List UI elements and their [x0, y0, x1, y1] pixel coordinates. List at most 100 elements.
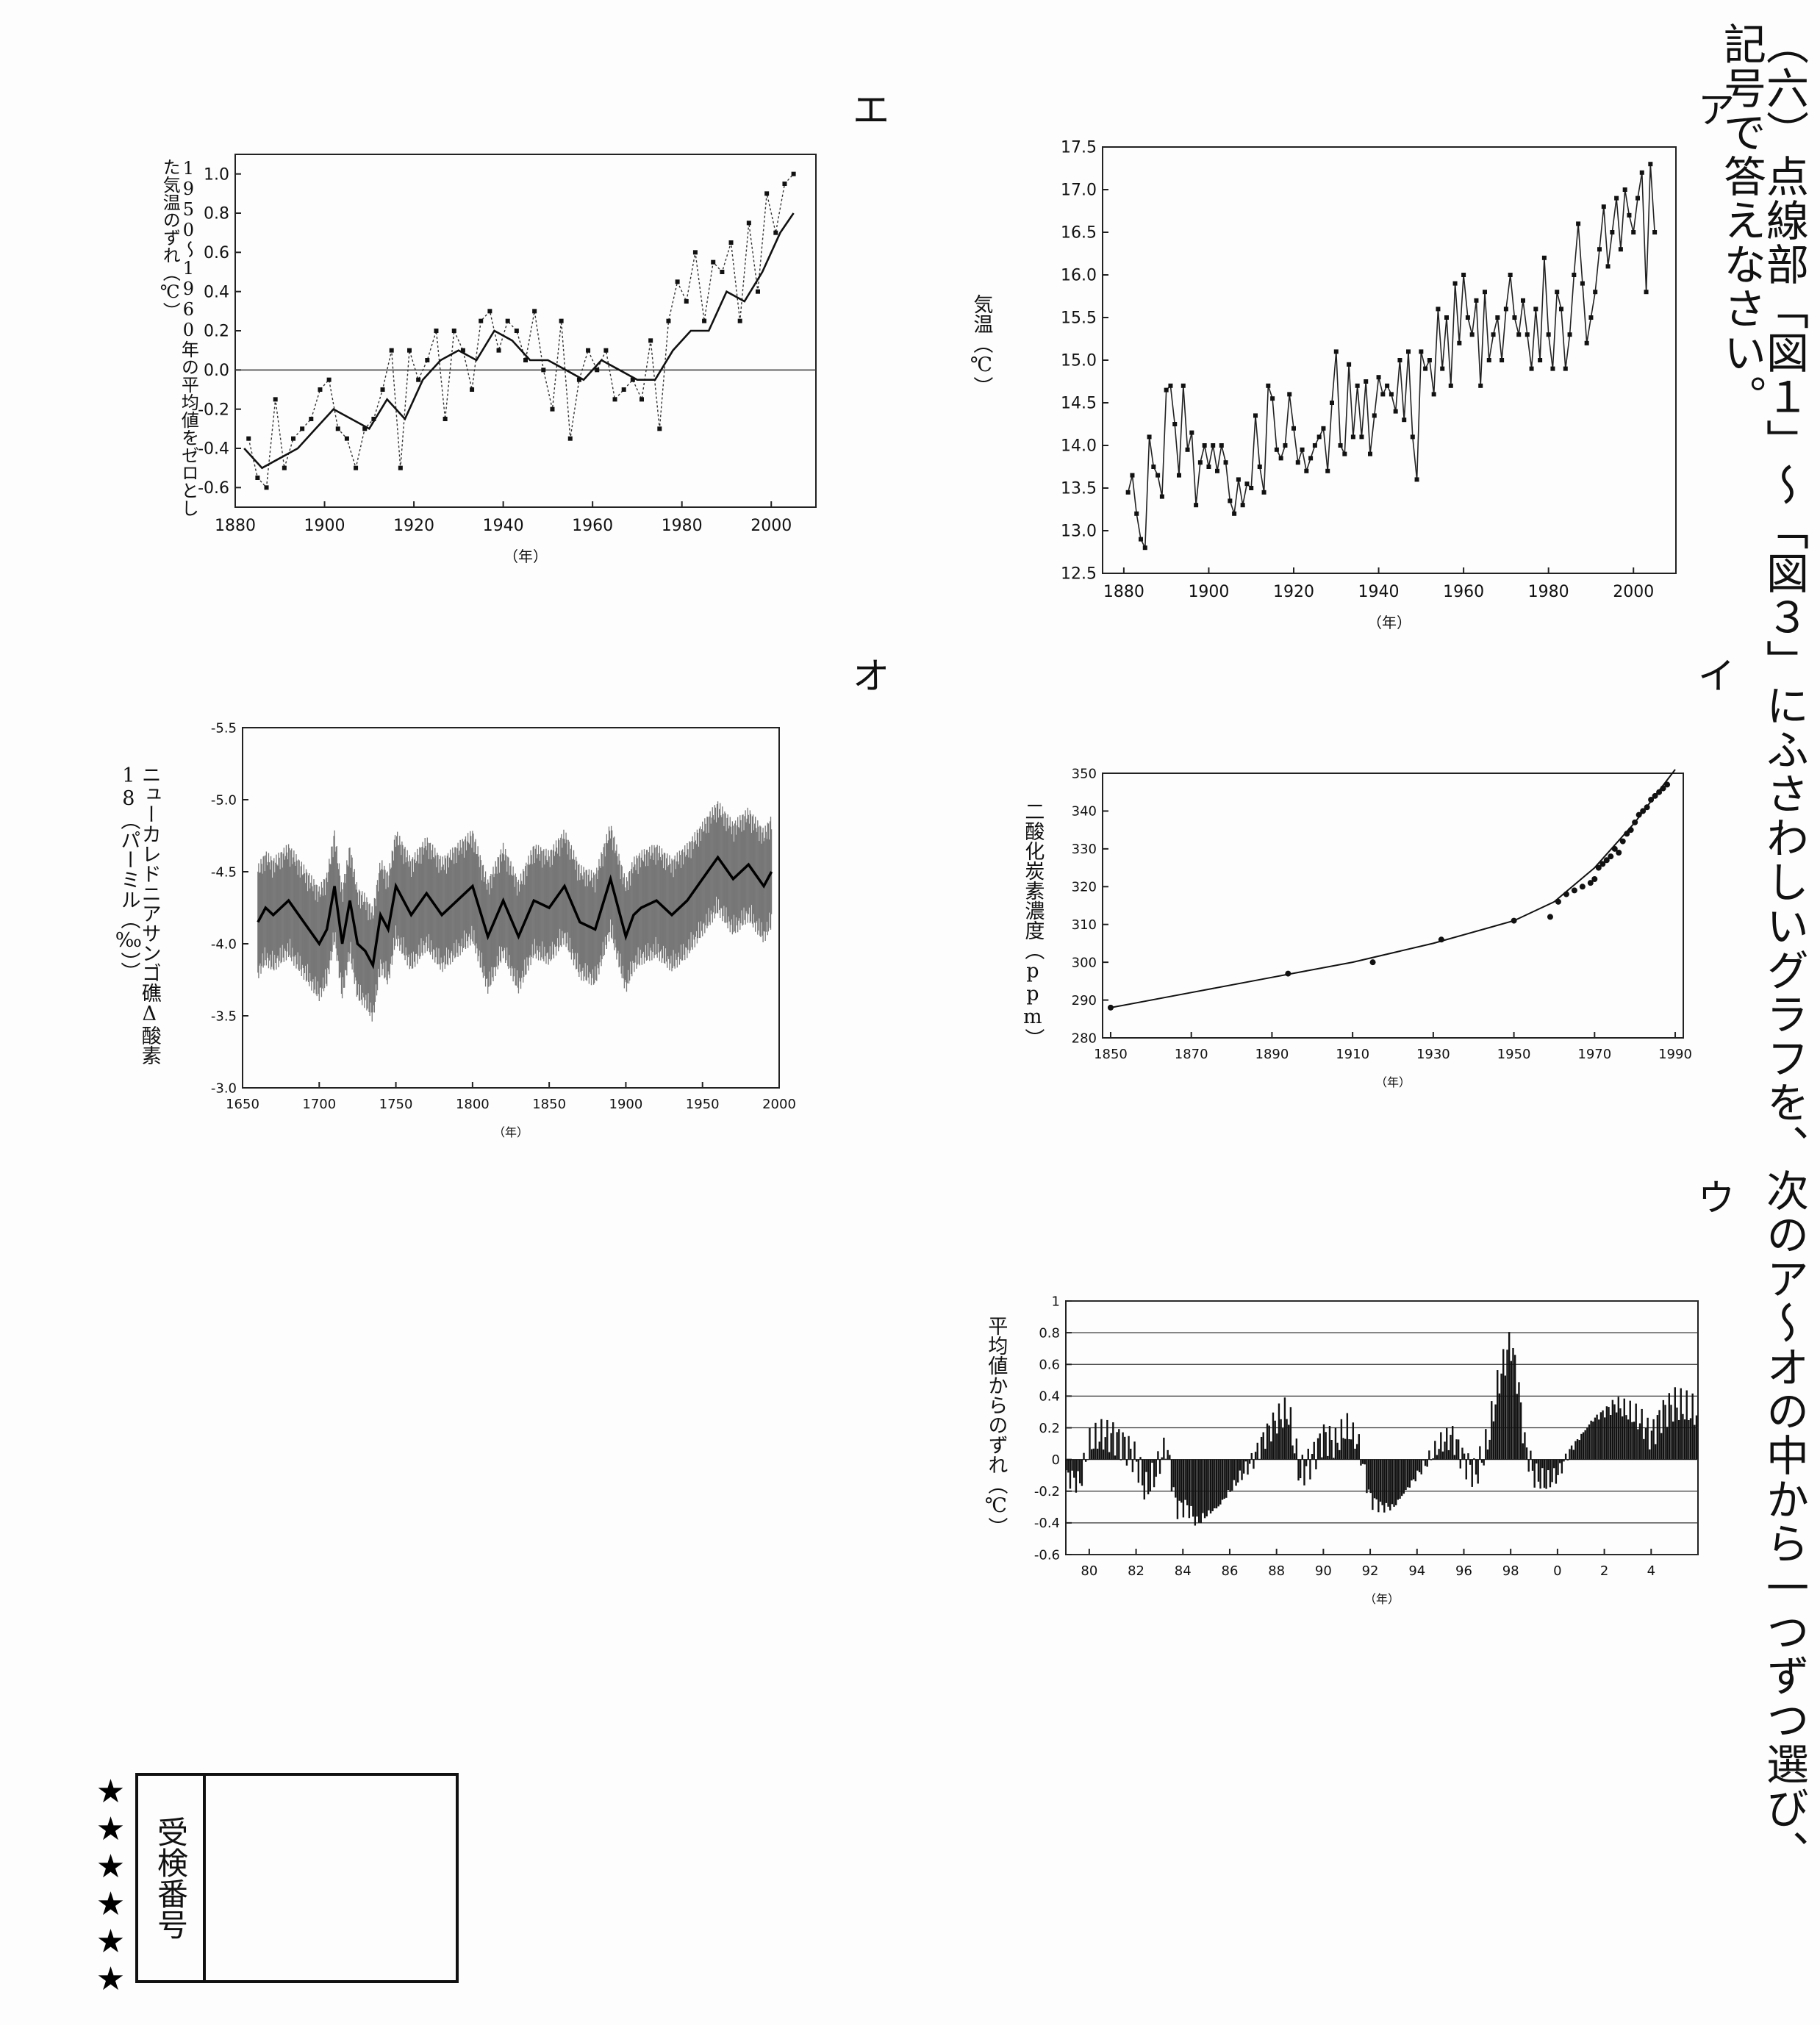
chart-i-xtick-label: 1870 [1175, 1047, 1208, 1062]
chart-e-point [470, 387, 475, 392]
chart-u-bar [1291, 1445, 1294, 1460]
chart-e-point [746, 221, 751, 226]
chart-u-bar [1373, 1459, 1376, 1499]
chart-u-bar [1367, 1459, 1370, 1490]
chart-e-point [711, 259, 716, 265]
chart-e-point [567, 436, 573, 441]
chart-o-ytick-label: -4.0 [211, 936, 237, 952]
chart-a-point [1402, 417, 1407, 423]
chart-u-bar [1479, 1446, 1481, 1460]
chart-u-bar [1266, 1423, 1269, 1460]
chart-u: -0.6 -0.4 -0.2 0 0.2 0.4 0.6 0.8 1 80 82 84 86 88 90 92… [1034, 1294, 1699, 1606]
chart-u-bar [1688, 1419, 1690, 1460]
chart-u-bar [1473, 1458, 1475, 1460]
chart-e-point [550, 406, 555, 412]
chart-u-bar [1258, 1458, 1261, 1460]
chart-u-bar [1167, 1449, 1169, 1460]
chart-u-bar [1627, 1419, 1630, 1460]
chart-u-xlabel: （年） [1364, 1592, 1400, 1606]
chart-u-bar [1670, 1405, 1672, 1460]
chart-u-bar [1623, 1398, 1625, 1460]
chart-e-point [354, 465, 359, 470]
chart-e-point [362, 426, 368, 431]
chart-u-bar [1299, 1459, 1302, 1479]
chart-u-bar [1502, 1349, 1505, 1460]
chart-a-ylabel: 気温（℃） [970, 294, 993, 396]
chart-u-bar [1508, 1332, 1511, 1460]
chart-u-bar [1432, 1458, 1434, 1460]
chart-u-bar [1188, 1459, 1191, 1519]
chart-u-bar [1110, 1433, 1112, 1460]
chart-u-ytick-label: -0.6 [1034, 1547, 1060, 1563]
chart-a-point [1380, 392, 1386, 397]
chart-u-bar [1276, 1433, 1278, 1460]
chart-u-bar [1219, 1459, 1222, 1505]
chart-u-bar [1133, 1441, 1136, 1460]
chart-a-point [1385, 383, 1390, 388]
chart-u-bar [1650, 1430, 1653, 1460]
chart-a-point [1533, 307, 1538, 312]
chart-a-point [1631, 230, 1636, 234]
chart-i-point [1591, 876, 1598, 882]
chart-u-bar [1301, 1455, 1304, 1460]
chart-u-bar [1497, 1370, 1499, 1460]
chart-u-bar [1662, 1399, 1665, 1460]
chart-u-bar [1461, 1447, 1463, 1460]
chart-u-bar [1381, 1459, 1383, 1505]
chart-e-point [434, 329, 439, 333]
chart-u-bar [1513, 1355, 1516, 1460]
chart-a-point [1597, 247, 1602, 252]
chart-u-bar [1344, 1438, 1347, 1460]
chart-e-point [756, 289, 760, 294]
chart-u-bar [1602, 1410, 1604, 1460]
chart-o-xtick-label: 2000 [762, 1097, 796, 1112]
chart-u-bar [1112, 1422, 1114, 1460]
chart-a-point [1516, 332, 1522, 337]
chart-a-point [1567, 332, 1572, 337]
chart-o-xtick-label: 1650 [226, 1097, 259, 1112]
chart-a-point [1461, 273, 1466, 277]
chart-e-point [380, 387, 385, 392]
chart-e-point [657, 426, 662, 431]
chart-u-bar [1525, 1447, 1528, 1460]
chart-a-point [1469, 332, 1475, 337]
chart-u-bar [1215, 1459, 1218, 1509]
chart-i-point [1619, 838, 1626, 845]
chart-u-bar [1069, 1459, 1072, 1489]
chart-u-bar [1297, 1459, 1300, 1481]
chart-a-point [1189, 430, 1194, 435]
chart-a-point [1508, 273, 1513, 277]
exam-number-input[interactable] [206, 1776, 456, 1980]
chart-e-xtick-label: 1920 [393, 517, 434, 535]
chart-e-point [773, 230, 778, 235]
chart-u-bar [1397, 1459, 1400, 1500]
chart-o-ytick-label: -3.5 [211, 1008, 237, 1024]
chart-a-point [1431, 392, 1436, 397]
chart-u-bar [1564, 1453, 1567, 1460]
chart-u-bar [1360, 1459, 1362, 1466]
chart-u-bar [1147, 1459, 1150, 1495]
chart-e-xtick-label: 2000 [750, 517, 792, 535]
chart-u-bar [1184, 1459, 1186, 1500]
chart-u-xtick-label: 82 [1128, 1563, 1144, 1579]
chart-a-point [1550, 366, 1555, 371]
chart-a-point [1495, 315, 1500, 320]
choice-label-u: ウ [1698, 1177, 1735, 1219]
chart-o-ytick-label: -5.5 [211, 720, 237, 736]
chart-a-point [1601, 204, 1606, 209]
chart-u-bar [1455, 1439, 1458, 1460]
chart-i-point [1624, 831, 1630, 837]
chart-i-point [1656, 789, 1663, 795]
chart-u-bar [1361, 1459, 1364, 1464]
chart-a-point [1223, 460, 1228, 465]
chart-a-point [1541, 255, 1547, 260]
chart-u-ylabel: 平均値からのずれ（℃） [984, 1316, 1008, 1537]
chart-e-point [416, 377, 421, 382]
chart-i-point [1547, 914, 1553, 920]
chart-u-bar [1694, 1424, 1696, 1460]
chart-e-point [326, 377, 332, 382]
chart-u-bar [1545, 1459, 1547, 1489]
chart-u-bar [1274, 1420, 1276, 1460]
chart-u-bar [1325, 1432, 1327, 1460]
chart-a-point [1436, 307, 1441, 312]
